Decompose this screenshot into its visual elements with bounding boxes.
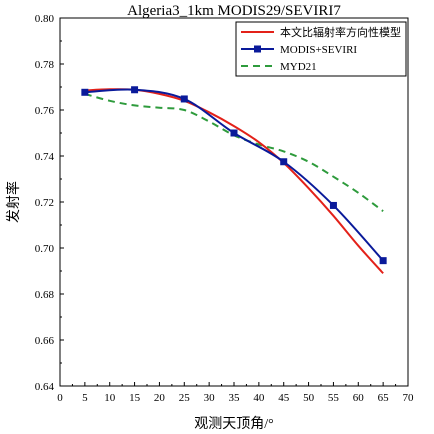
- series-point: [280, 158, 288, 166]
- series-point: [81, 88, 89, 96]
- y-tick-label: 0.78: [35, 59, 55, 71]
- legend-label: 本文比辐射率方向性模型: [280, 25, 401, 39]
- y-tick-label: 0.70: [35, 243, 55, 255]
- series-point: [379, 257, 387, 265]
- x-axis-title: 观测天顶角/°: [194, 416, 274, 432]
- y-tick-label: 0.66: [35, 335, 55, 347]
- y-tick-label: 0.74: [35, 151, 55, 163]
- x-axis: 0 5 10 15 20 25 30 35 40 45 50 55 60 65 70: [57, 382, 414, 404]
- x-tick-label: 35: [229, 392, 241, 404]
- x-tick-label: 0: [57, 392, 63, 404]
- x-tick-label: 25: [179, 392, 191, 404]
- x-tick-label: 45: [278, 392, 290, 404]
- series-point: [180, 95, 188, 103]
- x-tick-label: 55: [328, 392, 340, 404]
- y-axis: 0.64 0.66 0.68 0.70 0.72 0.74 0.76 0.78 0.80: [35, 13, 64, 393]
- chart-title: Algeria3_1km MODIS29/SEVIRI7: [127, 3, 341, 19]
- series-line-1: [84, 88, 384, 262]
- x-tick-label: 5: [82, 392, 88, 404]
- x-tick-label: 70: [403, 392, 415, 404]
- legend: 本文比辐射率方向性模型 MODIS+SEVIRI MYD21: [235, 21, 407, 77]
- x-tick-label: 65: [378, 392, 390, 404]
- series-line-2: [84, 92, 384, 213]
- y-tick-label: 0.68: [35, 289, 55, 301]
- x-tick-label: 10: [104, 392, 116, 404]
- y-axis-title: 发射率: [5, 181, 22, 223]
- series-point: [329, 201, 337, 209]
- series-point: [131, 86, 139, 94]
- x-tick-label: 40: [253, 392, 265, 404]
- x-tick-label: 50: [303, 392, 315, 404]
- y-tick-label: 0.76: [35, 105, 55, 117]
- series-layer: [81, 86, 387, 274]
- y-tick-label: 0.80: [35, 13, 55, 25]
- x-tick-label: 30: [204, 392, 216, 404]
- x-tick-label: 60: [353, 392, 365, 404]
- series-line-0: [84, 88, 384, 274]
- legend-marker: [254, 45, 261, 53]
- y-tick-label: 0.64: [35, 381, 55, 393]
- legend-label: MODIS+SEVIRI: [280, 44, 357, 56]
- x-tick-label: 15: [129, 392, 141, 404]
- y-tick-label: 0.72: [35, 197, 54, 209]
- legend-label: MYD21: [280, 61, 317, 73]
- series-point: [230, 129, 238, 137]
- x-tick-label: 20: [154, 392, 166, 404]
